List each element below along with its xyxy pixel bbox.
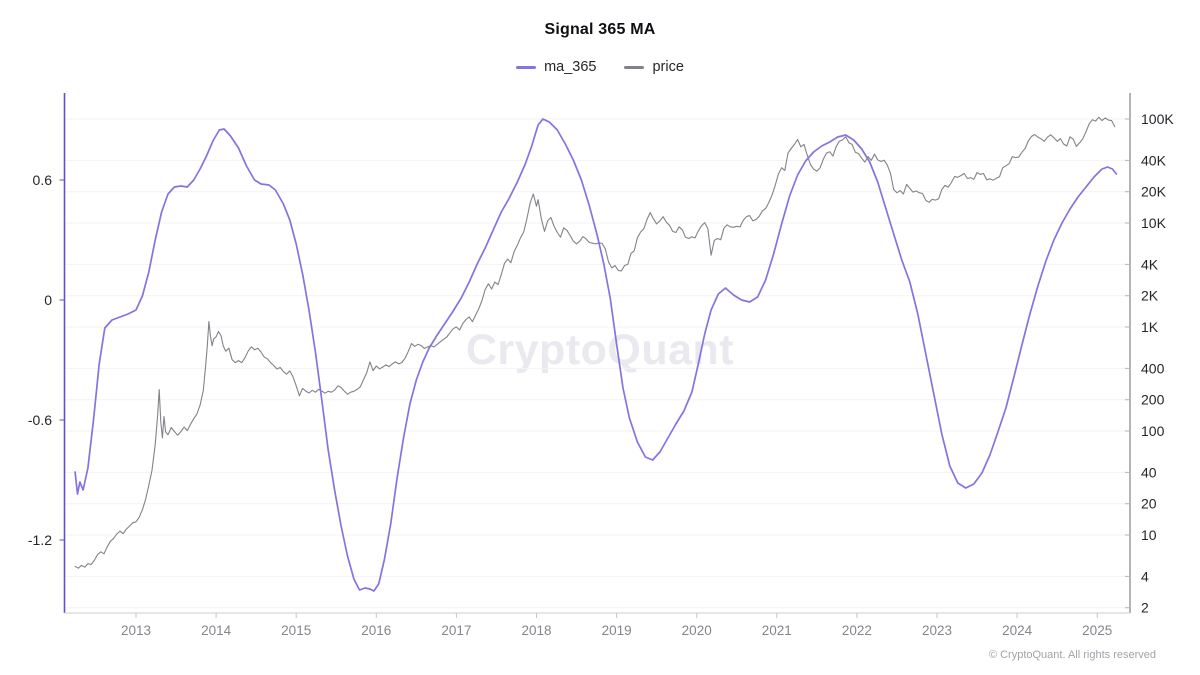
right-axis-tick-label: 100 (1141, 423, 1165, 439)
x-axis-tick-label: 2020 (682, 623, 712, 638)
right-axis-tick-label: 1K (1141, 319, 1159, 335)
cryptoquant-watermark: CryptoQuant (465, 326, 735, 374)
right-axis-tick-label: 40 (1141, 464, 1157, 480)
legend-label-price: price (652, 59, 684, 75)
x-axis-tick-label: 2019 (602, 623, 632, 638)
x-axis-tick-label: 2014 (201, 623, 232, 638)
copyright-notice: © CryptoQuant. All rights reserved (988, 649, 1156, 661)
ma365-series-line (74, 118, 1118, 592)
right-axis-tick-label: 20K (1141, 184, 1167, 200)
right-axis-tick-label: 10 (1141, 527, 1157, 543)
left-axis-tick-label: 0.6 (33, 172, 53, 188)
right-axis-tick-label: 2K (1141, 288, 1159, 304)
right-axis-tick-label: 4K (1141, 256, 1159, 272)
right-axis-tick-label: 40K (1141, 152, 1167, 168)
right-axis-tick-label: 2 (1141, 600, 1149, 616)
x-axis-tick-label: 2021 (762, 623, 792, 638)
ma365-line-swatch-icon (516, 65, 537, 69)
right-axis-tick-label: 10K (1141, 215, 1167, 231)
x-axis-tick-label: 2015 (281, 623, 311, 638)
x-axis-tick-label: 2024 (1002, 623, 1033, 638)
legend-item-ma365[interactable]: ma_365 (516, 59, 596, 75)
legend-item-price[interactable]: price (624, 59, 684, 75)
left-axis-tick-label: -0.6 (28, 412, 52, 428)
left-axis-tick-label: 0 (44, 292, 52, 308)
right-axis-tick-label: 100K (1141, 111, 1174, 127)
right-axis-tick-label: 200 (1141, 392, 1165, 408)
chart-legend: ma_365 price (0, 59, 1200, 75)
right-axis-tick-label: 400 (1141, 360, 1165, 376)
right-axis-tick-label: 4 (1141, 568, 1149, 584)
x-axis-tick-label: 2016 (361, 623, 391, 638)
x-axis-tick-label: 2017 (441, 623, 471, 638)
right-axis-tick-label: 20 (1141, 496, 1157, 512)
x-axis-tick-label: 2022 (842, 623, 872, 638)
price-line-swatch-icon (624, 65, 645, 69)
legend-label-ma365: ma_365 (544, 59, 597, 75)
page-title: Signal 365 MA (544, 21, 656, 38)
x-axis-tick-label: 2013 (121, 623, 151, 638)
x-axis-tick-label: 2023 (922, 623, 952, 638)
left-axis-tick-label: -1.2 (28, 532, 52, 548)
x-axis-tick-label: 2018 (521, 623, 551, 638)
x-axis-tick-label: 2025 (1082, 623, 1112, 638)
price-series-line (74, 116, 1116, 569)
